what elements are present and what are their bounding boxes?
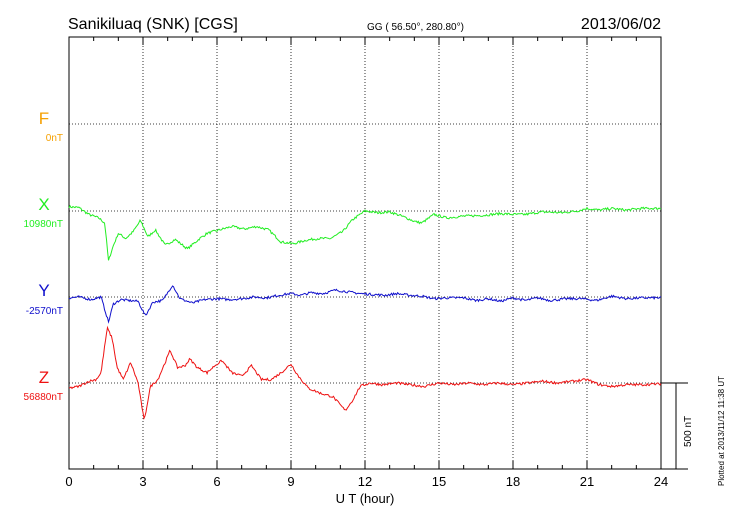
baseline-label-z: 56880nT <box>24 392 63 403</box>
station-title: Sanikiluaq (SNK) [CGS] <box>68 16 238 33</box>
plot-date: 2013/06/02 <box>581 16 661 33</box>
baseline-label-f: 0nT <box>46 133 63 144</box>
x-tick-label: 24 <box>654 474 668 489</box>
baseline-label-x: 10980nT <box>24 219 63 230</box>
x-tick-label: 15 <box>432 474 446 489</box>
x-axis-ticks: 0 3 6 9 12 15 18 21 24 <box>65 37 668 489</box>
grid-lines <box>69 37 661 469</box>
plotted-timestamp: Plotted at 2013/11/12 11:38 UT <box>717 376 726 486</box>
trace-y <box>68 285 662 324</box>
scale-bar-label: 500 nT <box>683 416 694 447</box>
channel-label-y: Y <box>38 281 49 300</box>
baseline-label-y: -2570nT <box>26 306 63 317</box>
x-tick-label: 18 <box>506 474 520 489</box>
x-tick-label: 21 <box>580 474 594 489</box>
channel-label-x: X <box>38 195 49 214</box>
x-tick-label: 12 <box>358 474 372 489</box>
x-tick-label: 6 <box>213 474 220 489</box>
x-tick-label: 0 <box>65 474 72 489</box>
trace-z <box>68 325 662 420</box>
trace-group <box>68 204 662 420</box>
station-coordinates: GG ( 56.50°, 280.80°) <box>367 22 464 33</box>
channel-label-f: F <box>39 109 49 128</box>
x-axis-label: U T (hour) <box>336 491 395 506</box>
trace-x <box>68 204 662 261</box>
x-tick-label: 9 <box>287 474 294 489</box>
x-tick-label: 3 <box>139 474 146 489</box>
channel-label-z: Z <box>39 368 49 387</box>
